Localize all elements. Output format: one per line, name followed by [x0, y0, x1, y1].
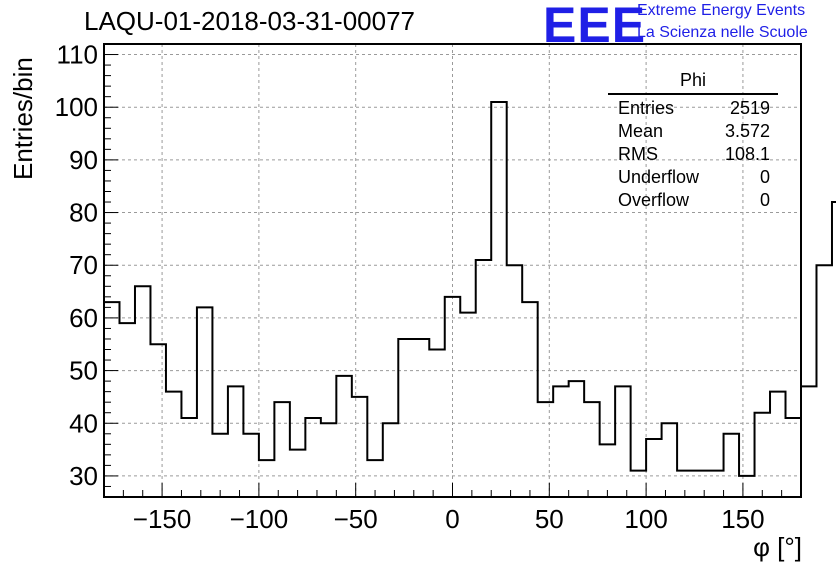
- histogram-bin: [615, 386, 630, 497]
- histogram-bin: [816, 265, 831, 497]
- logo-caption-line1: Extreme Energy Events: [637, 2, 806, 19]
- stats-title: Phi: [608, 70, 778, 95]
- histogram-bin: [212, 434, 227, 497]
- histogram-bin: [553, 386, 568, 497]
- histogram-bin: [150, 344, 165, 497]
- histogram-bin: [755, 413, 770, 497]
- stats-label: Mean: [618, 121, 664, 141]
- histogram-bin: [290, 450, 305, 497]
- histogram-bin: [770, 392, 785, 497]
- histogram-bin: [476, 260, 491, 497]
- y-tick-label: 100: [55, 92, 98, 122]
- histogram-bin: [166, 392, 181, 497]
- stats-value: 3.572: [724, 121, 770, 141]
- histogram-bin: [398, 339, 413, 497]
- stats-row-overflow: Overflow 0: [608, 189, 778, 212]
- y-tick-label: 110: [57, 40, 98, 70]
- histogram-bin: [724, 434, 739, 497]
- stats-value: 2519: [729, 98, 770, 118]
- plot-title: LAQU-01-2018-03-31-00077: [84, 6, 415, 36]
- y-tick-label: 40: [69, 408, 98, 438]
- stats-value: 108.1: [724, 144, 770, 164]
- histogram-bin: [491, 102, 506, 497]
- histogram-bin: [600, 444, 615, 497]
- histogram-bin: [739, 476, 754, 497]
- histogram-bin: [352, 397, 367, 497]
- stats-value: 0: [759, 190, 770, 210]
- histogram-bin: [243, 434, 258, 497]
- grid-lines: [104, 44, 801, 497]
- eee-logo: EEE: [543, 0, 647, 53]
- x-tick-label: 0: [445, 504, 459, 534]
- y-tick-label: 70: [69, 250, 98, 280]
- histogram-bin: [119, 323, 134, 497]
- histogram-bars: [103, 100, 836, 497]
- histogram-bin: [646, 439, 661, 497]
- histogram-bin: [460, 313, 475, 497]
- axis-tick-labels: −150 −100 −50 0 50 100 150 30 40 50 60 70 80 90 100 110: [55, 40, 765, 534]
- histogram-bin: [786, 418, 801, 497]
- y-tick-label: 30: [69, 461, 98, 491]
- histogram-bin: [321, 423, 336, 497]
- histogram-bin: [538, 402, 553, 497]
- histogram-bin: [181, 418, 196, 497]
- histogram-bin: [414, 339, 429, 497]
- stats-row-underflow: Underflow 0: [608, 166, 778, 189]
- y-tick-label: 90: [69, 145, 98, 175]
- histogram-bin: [708, 471, 723, 497]
- histogram-bin: [507, 265, 522, 497]
- x-tick-label: −150: [133, 504, 192, 534]
- x-tick-label: −50: [334, 504, 378, 534]
- x-axis-label: φ [°]: [753, 532, 802, 562]
- x-tick-label: −100: [230, 504, 289, 534]
- y-tick-label: 60: [69, 303, 98, 333]
- stats-row-mean: Mean 3.572: [608, 120, 778, 143]
- axis-ticks: [104, 43, 783, 497]
- histogram-bin: [584, 402, 599, 497]
- histogram-bin: [259, 460, 274, 497]
- histogram-bin: [445, 297, 460, 497]
- histogram-bin: [274, 402, 289, 497]
- histogram-bin: [429, 350, 444, 497]
- histogram-bin: [662, 423, 677, 497]
- stats-row-entries: Entries 2519: [608, 97, 778, 120]
- stats-value: 0: [759, 167, 770, 187]
- x-tick-label: 150: [721, 504, 764, 534]
- stats-label: Overflow: [618, 190, 690, 210]
- histogram-bin: [305, 418, 320, 497]
- y-axis-label: Entries/bin: [8, 57, 38, 180]
- histogram-bin: [104, 302, 119, 497]
- y-tick-label: 50: [69, 356, 98, 386]
- histogram-bin: [569, 381, 584, 497]
- x-tick-label: 50: [535, 504, 564, 534]
- x-tick-label: 100: [624, 504, 667, 534]
- histogram-outline: [103, 100, 836, 497]
- y-tick-label: 80: [69, 198, 98, 228]
- stats-row-rms: RMS 108.1: [608, 143, 778, 166]
- stats-label: Underflow: [618, 167, 700, 187]
- histogram-bin: [228, 386, 243, 497]
- stats-label: RMS: [618, 144, 658, 164]
- histogram-bin: [383, 423, 398, 497]
- histogram-bin: [693, 471, 708, 497]
- histogram-bin: [801, 386, 816, 497]
- stats-label: Entries: [618, 98, 675, 118]
- logo-caption-line2: La Scienza nelle Scuole: [637, 24, 808, 41]
- histogram-bin: [336, 376, 351, 497]
- histogram-bin: [135, 286, 150, 497]
- histogram-bin: [631, 471, 646, 497]
- stats-box: Phi Entries 2519 Mean 3.572 RMS 108.1 Un…: [608, 70, 778, 212]
- histogram-bin: [197, 307, 212, 497]
- histogram-bin: [522, 302, 537, 497]
